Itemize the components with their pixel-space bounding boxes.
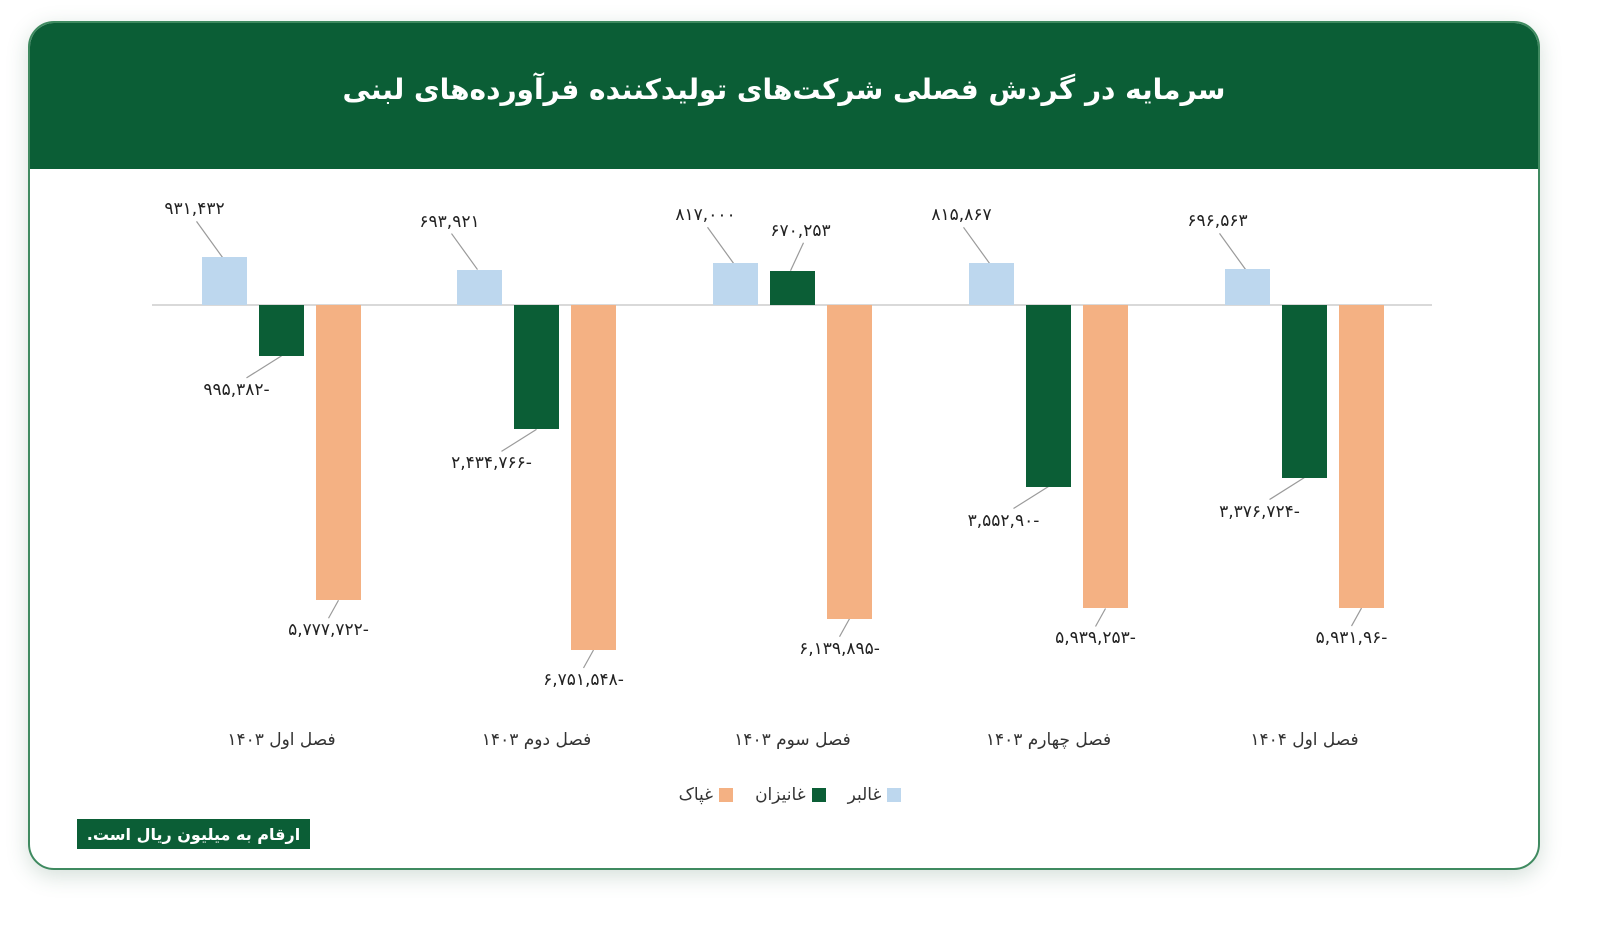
- bar-ghalbar[interactable]: [969, 263, 1014, 305]
- bar-ghpak[interactable]: [571, 305, 616, 650]
- legend-label: غانیزان: [755, 785, 806, 805]
- data-label: ۹۹۵,۳۸۲-: [203, 379, 270, 400]
- legend-label: غالبر: [847, 785, 882, 805]
- legend: غالبر غانیزان غپاک: [0, 785, 1600, 805]
- legend-item-ghanizan[interactable]: غانیزان: [755, 785, 826, 805]
- bar-ghanizan[interactable]: [259, 305, 304, 356]
- bar-ghanizan[interactable]: [770, 270, 815, 305]
- category-label: فصل سوم ۱۴۰۳: [734, 730, 851, 750]
- units-note: ارقام به میلیون ریال است.: [77, 819, 310, 849]
- data-label: ۳,۵۵۲,۹۰-: [967, 510, 1040, 531]
- legend-item-ghalbar[interactable]: غالبر: [848, 785, 902, 805]
- data-label: ۸۱۵,۸۶۷: [931, 205, 992, 226]
- data-label: ۶۹۶,۵۶۳: [1187, 211, 1248, 232]
- data-label: ۳,۳۷۶,۷۲۴-: [1219, 501, 1300, 522]
- data-label: ۶۹۳,۹۲۱: [419, 211, 480, 232]
- bar-ghpak[interactable]: [316, 305, 361, 601]
- legend-swatch-ghanizan: [811, 788, 826, 802]
- bar-ghanizan[interactable]: [514, 305, 559, 430]
- data-label: ۲,۴۳۴,۷۶۶-: [451, 453, 532, 474]
- bar-ghanizan[interactable]: [1026, 305, 1071, 487]
- category-label: فصل اول ۱۴۰۳: [227, 730, 336, 750]
- category-label: فصل چهارم ۱۴۰۳: [985, 730, 1112, 750]
- data-label: ۵,۹۳۱,۹۶-: [1315, 628, 1388, 649]
- data-label: ۶,۷۵۱,۵۴۸-: [543, 670, 624, 690]
- data-label: ۵,۹۳۹,۲۵۳-: [1055, 628, 1136, 649]
- category-label: فصل اول ۱۴۰۴: [1250, 730, 1359, 750]
- bar-ghalbar[interactable]: [1225, 269, 1270, 305]
- data-label: ۹۳۱,۴۳۲: [164, 199, 225, 220]
- legend-swatch-ghpak: [719, 788, 734, 802]
- legend-swatch-ghalbar: [887, 788, 902, 802]
- bar-ghalbar[interactable]: [202, 257, 247, 305]
- bar-ghanizan[interactable]: [1282, 305, 1327, 478]
- chart-title: سرمایه در گردش فصلی شرکت‌های تولیدکننده …: [342, 72, 1226, 106]
- bar-ghpak[interactable]: [1083, 305, 1128, 609]
- data-label: ۶۷۰,۲۵۳: [770, 220, 831, 241]
- bar-ghpak[interactable]: [827, 305, 872, 619]
- category-label: فصل دوم ۱۴۰۳: [481, 730, 592, 750]
- legend-item-ghpak[interactable]: غپاک: [678, 785, 734, 805]
- bar-ghpak[interactable]: [1339, 305, 1384, 609]
- data-label: ۶,۱۳۹,۸۹۵-: [799, 638, 880, 659]
- zero-axis-line: [152, 304, 1432, 306]
- legend-label: غپاک: [678, 785, 714, 805]
- bar-ghalbar[interactable]: [713, 263, 758, 305]
- data-label: ۵,۷۷۷,۷۲۲-: [288, 620, 369, 641]
- header-banner: سرمایه در گردش فصلی شرکت‌های تولیدکننده …: [30, 23, 1538, 169]
- data-label: ۸۱۷,۰۰۰: [675, 205, 736, 226]
- bar-ghalbar[interactable]: [457, 269, 502, 305]
